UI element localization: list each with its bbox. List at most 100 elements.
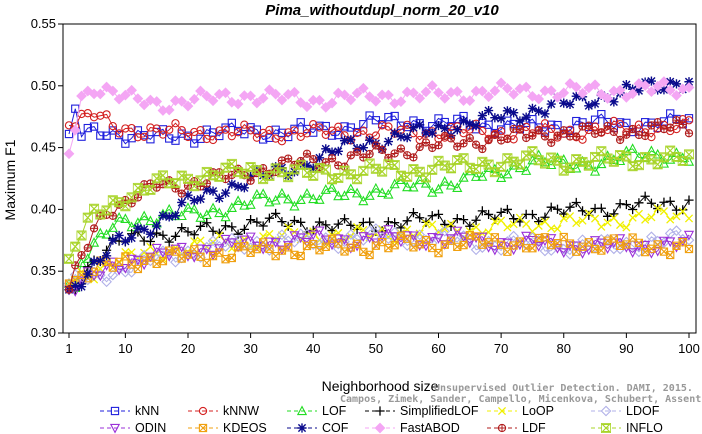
data-point (646, 155, 657, 164)
legend-item: LoOP (487, 404, 554, 418)
data-point (484, 120, 493, 129)
data-point (571, 241, 582, 252)
data-point (334, 130, 343, 140)
data-point (189, 181, 200, 192)
data-point (490, 113, 500, 123)
data-point (265, 133, 274, 142)
data-point (346, 151, 355, 160)
data-point (227, 132, 236, 141)
data-point (364, 158, 375, 169)
data-point (152, 221, 162, 231)
data-point (314, 217, 325, 227)
data-point (364, 225, 375, 237)
data-point (108, 121, 117, 131)
data-point (321, 121, 330, 131)
data-point (89, 204, 99, 213)
data-point (114, 198, 125, 207)
data-point (383, 160, 394, 169)
data-point (202, 125, 211, 134)
data-point (483, 105, 494, 116)
data-point (351, 187, 363, 198)
x-tick-label: 50 (369, 341, 383, 356)
data-point (309, 128, 318, 137)
data-point (82, 213, 93, 222)
data-point (596, 147, 607, 156)
data-point (339, 235, 350, 246)
data-point (138, 99, 150, 111)
data-point (609, 116, 618, 126)
data-point (71, 261, 80, 270)
data-point (327, 147, 337, 157)
data-point (565, 163, 575, 172)
data-point (634, 86, 644, 96)
data-point (396, 223, 406, 233)
data-point (666, 215, 675, 224)
data-point (597, 128, 605, 136)
data-point (296, 251, 305, 261)
data-point (164, 212, 174, 222)
data-point (590, 99, 600, 109)
data-point (64, 285, 74, 294)
data-point (208, 186, 218, 196)
data-point (171, 119, 180, 128)
legend-label: kNNW (223, 404, 259, 418)
data-point (634, 209, 643, 218)
data-point (214, 172, 225, 181)
data-point (608, 157, 619, 166)
data-point (590, 151, 601, 162)
data-point (647, 132, 656, 142)
data-point (528, 131, 537, 140)
data-point (408, 207, 419, 218)
data-point (126, 254, 137, 265)
data-point (314, 226, 325, 237)
data-point (383, 217, 393, 227)
data-point (196, 236, 205, 245)
data-point (326, 97, 338, 109)
data-point (383, 233, 394, 244)
data-point (658, 236, 670, 247)
data-point (584, 101, 594, 111)
data-point (477, 171, 488, 181)
data-point (402, 181, 413, 192)
data-point (95, 256, 105, 266)
data-point (214, 193, 224, 203)
data-point (170, 211, 181, 221)
data-point (558, 166, 569, 175)
data-point (471, 215, 481, 225)
data-point (164, 179, 175, 188)
data-point (220, 87, 231, 99)
data-point (314, 94, 325, 106)
data-point (189, 253, 200, 263)
data-point (640, 151, 651, 162)
data-point (472, 141, 480, 149)
data-point (309, 155, 317, 163)
data-point (503, 134, 512, 144)
data-point (684, 214, 694, 223)
data-point (665, 146, 676, 155)
data-point (95, 271, 106, 282)
data-point (132, 93, 144, 105)
data-point (665, 77, 675, 87)
data-point (476, 85, 488, 97)
data-point (258, 244, 269, 255)
data-point (677, 237, 688, 247)
data-point (609, 127, 618, 137)
data-point (609, 97, 619, 107)
data-point (207, 202, 219, 213)
data-point (615, 199, 625, 209)
data-point (151, 173, 162, 184)
data-point (503, 223, 512, 232)
data-point (653, 118, 662, 127)
data-point (464, 163, 475, 172)
data-point (183, 132, 193, 142)
data-point (283, 172, 294, 183)
data-point (365, 149, 374, 159)
data-point (321, 130, 330, 140)
data-point (258, 221, 268, 231)
data-point (77, 132, 86, 141)
y-axis-label: Maximum F1 (2, 139, 18, 220)
data-point (366, 150, 374, 158)
data-point (365, 111, 374, 120)
data-point (71, 261, 79, 269)
data-point (452, 226, 463, 237)
